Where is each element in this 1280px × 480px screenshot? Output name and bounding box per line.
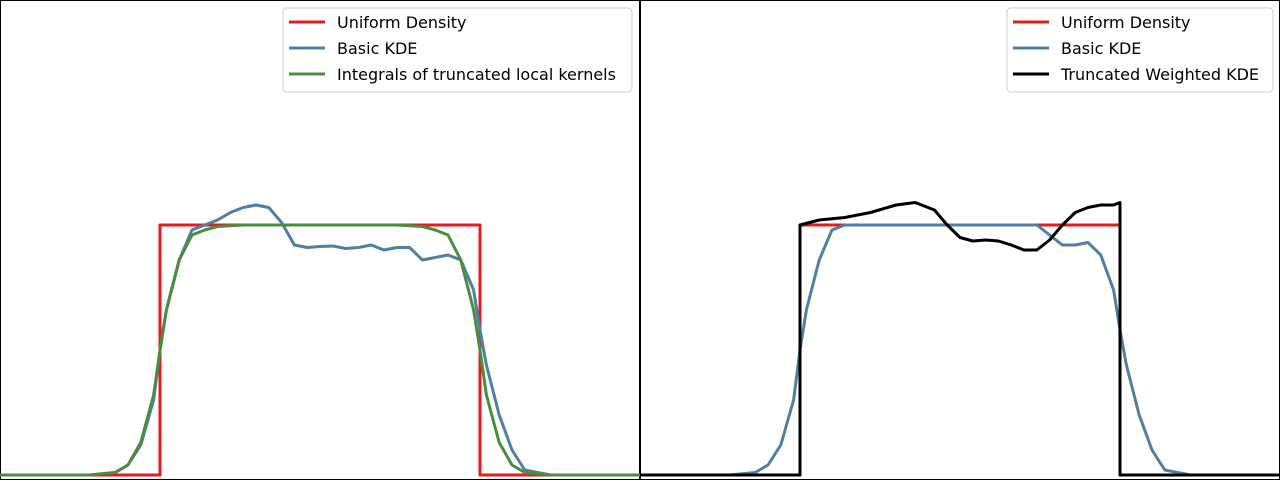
right-series-truncated-weighted-kde [640, 201, 1280, 477]
left-legend: Uniform Density Basic KDE Integrals of tru… [282, 7, 633, 93]
left-legend-box [282, 7, 633, 93]
right-kde-panel: Uniform Density Basic KDE Truncated Weight… [640, 0, 1280, 480]
right-series-layer [640, 201, 1280, 477]
left-legend-label-integrals-of-truncated-local-kernels: Integrals of truncated local kernels [337, 65, 616, 84]
left-series-layer [0, 203, 640, 477]
left-legend-label-basic-kde: Basic KDE [337, 39, 417, 58]
right-legend-label-basic-kde: Basic KDE [1061, 39, 1141, 58]
right-legend-label-truncated-weighted-kde: Truncated Weighted KDE [1060, 65, 1259, 84]
right-legend: Uniform Density Basic KDE Truncated Weight… [1006, 7, 1274, 93]
right-series-basic-kde [640, 223, 1280, 477]
right-legend-label-uniform-density: Uniform Density [1061, 13, 1191, 32]
left-kde-panel: Uniform Density Basic KDE Integrals of tru… [0, 0, 640, 480]
left-legend-label-uniform-density: Uniform Density [337, 13, 467, 32]
right-legend-box [1006, 7, 1274, 93]
left-series-integrals-of-truncated-local-kernels [0, 223, 640, 477]
